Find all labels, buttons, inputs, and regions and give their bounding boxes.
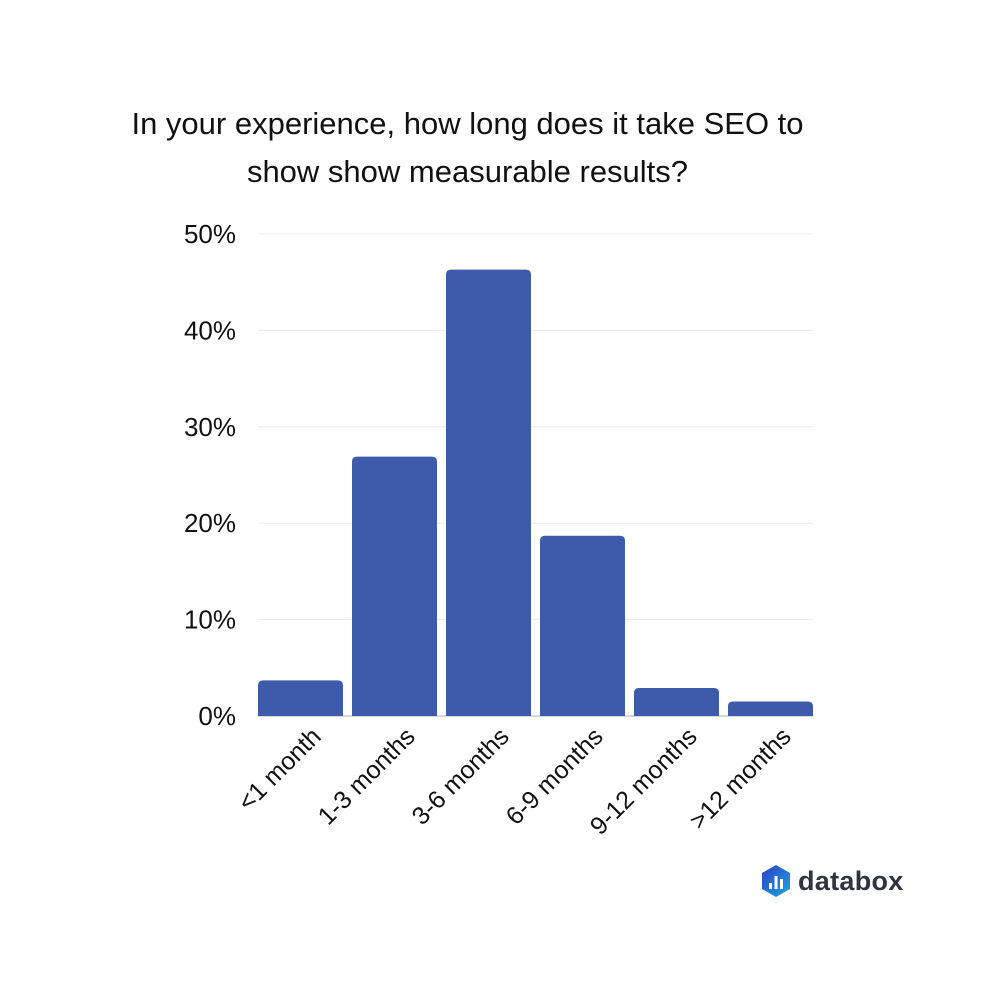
chart-title-line-2: show show measurable results? (246, 154, 689, 189)
databox-logo: databox (760, 864, 904, 898)
bar (728, 701, 813, 716)
chart-title: In your experience, how long does it tak… (0, 100, 935, 196)
y-tick-label: 40% (184, 315, 236, 345)
bar (634, 688, 719, 716)
chart-title-line-1: In your experience, how long does it tak… (131, 106, 804, 141)
databox-logo-icon (762, 865, 790, 897)
y-tick-label: 20% (184, 508, 236, 538)
bar (446, 269, 531, 716)
y-tick-label: 10% (184, 605, 236, 635)
y-tick-label: 50% (184, 219, 236, 249)
databox-logo-text: databox (798, 865, 904, 896)
bar (258, 680, 343, 716)
y-tick-label: 0% (198, 701, 236, 731)
bar (540, 535, 625, 716)
x-tick-label: 1-3 months (313, 722, 421, 830)
x-tick-label: >12 months (684, 722, 797, 835)
x-tick-label: 3-6 months (407, 722, 515, 830)
y-tick-label: 30% (184, 412, 236, 442)
bar (352, 456, 437, 716)
x-tick-label: <1 month (233, 722, 327, 816)
